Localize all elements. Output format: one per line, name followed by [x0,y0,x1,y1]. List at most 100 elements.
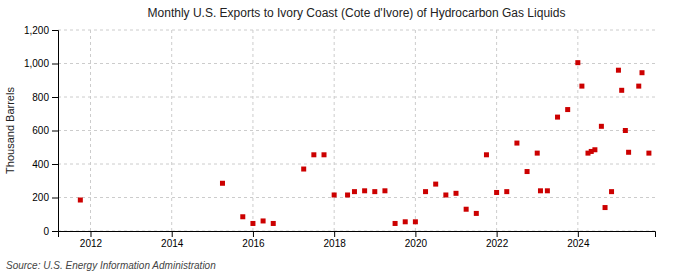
tick: 1,000 [24,58,58,69]
tick-mark [52,131,58,132]
annotation: Source: U.S. Energy Information Administ… [6,260,216,271]
point [311,152,316,157]
point [403,219,408,224]
tick: 2014 [161,231,184,249]
tick-label: 2012 [80,238,103,249]
point [454,191,459,196]
axis-line [59,232,656,238]
tick-label: 1,200 [24,25,49,36]
tick-label: 2018 [324,238,347,249]
point [623,128,628,133]
chart: 2012 2014 2016 2018 2020 2022 2024 0 200 400 600 80… [0,0,675,275]
tick-mark [52,97,58,98]
tick-mark [52,164,58,165]
tick-mark [497,231,498,237]
tick: 200 [32,192,58,203]
point [423,189,428,194]
tick: 2018 [324,231,347,249]
tick: 2020 [405,231,428,249]
grid-line [58,130,655,131]
tick: 400 [32,159,58,170]
grid-line [90,30,91,231]
point [240,214,245,219]
grid-line [496,30,497,231]
point [413,219,418,224]
grid-line [58,197,655,198]
x-axis: 2012 2014 2016 2018 2020 2022 2024 [59,231,656,249]
tick-label: 0 [43,226,49,237]
point [484,152,489,157]
grid [58,30,655,231]
tick-mark [52,198,58,199]
tick-label: 800 [32,92,49,103]
grid-line [171,30,172,231]
tick-label: 2022 [486,238,509,249]
points [78,60,652,226]
point [535,151,540,156]
point [565,107,570,112]
tick-mark [52,231,58,232]
point [443,192,448,197]
tick-label: 200 [32,192,49,203]
tick: 2022 [486,231,509,249]
point [433,182,438,187]
point [609,189,614,194]
point [599,124,604,129]
point [592,147,597,152]
grid-line [415,30,416,231]
point [525,169,530,174]
y-axis-title: Thousand Barrels [4,87,16,174]
tick-mark [52,30,58,31]
grid-line [58,97,655,98]
grid-line [577,30,578,231]
point [271,221,276,226]
point [514,141,519,146]
point [250,221,255,226]
title: Monthly U.S. Exports to Ivory Coast (Cot… [148,6,566,20]
point [322,152,327,157]
tick: 2012 [80,231,103,249]
tick: 1,200 [24,25,58,36]
tick-label: 600 [32,125,49,136]
point [372,189,377,194]
tick-label: 2014 [161,238,184,249]
point [538,188,543,193]
axis-line [52,31,59,232]
point [393,221,398,226]
tick-label: 2024 [567,238,590,249]
point [504,189,509,194]
tick: 0 [43,226,58,237]
point [352,189,357,194]
tick-label: 1,000 [24,58,49,69]
point [619,88,624,93]
point [636,84,641,89]
grid-line [58,164,655,165]
point [640,70,645,75]
point [261,218,266,223]
tick: 2016 [242,231,265,249]
grid-line [58,30,655,31]
point [474,211,479,216]
point [616,68,621,73]
point [646,151,651,156]
point [545,188,550,193]
point [78,198,83,203]
tick-mark [253,231,254,237]
plot: 2012 2014 2016 2018 2020 2022 2024 0 200 400 600 80… [24,25,656,249]
point [382,188,387,193]
point [301,167,306,172]
tick-mark [90,231,91,237]
point [494,190,499,195]
tick-mark [172,231,173,237]
point [555,115,560,120]
tick-label: 2020 [405,238,428,249]
tick: 2024 [567,231,590,249]
point [603,205,608,210]
point [362,188,367,193]
point [464,207,469,212]
tick: 600 [32,125,58,136]
grid-line [252,30,253,231]
point [626,150,631,155]
tick-mark [415,231,416,237]
tick-mark [334,231,335,237]
